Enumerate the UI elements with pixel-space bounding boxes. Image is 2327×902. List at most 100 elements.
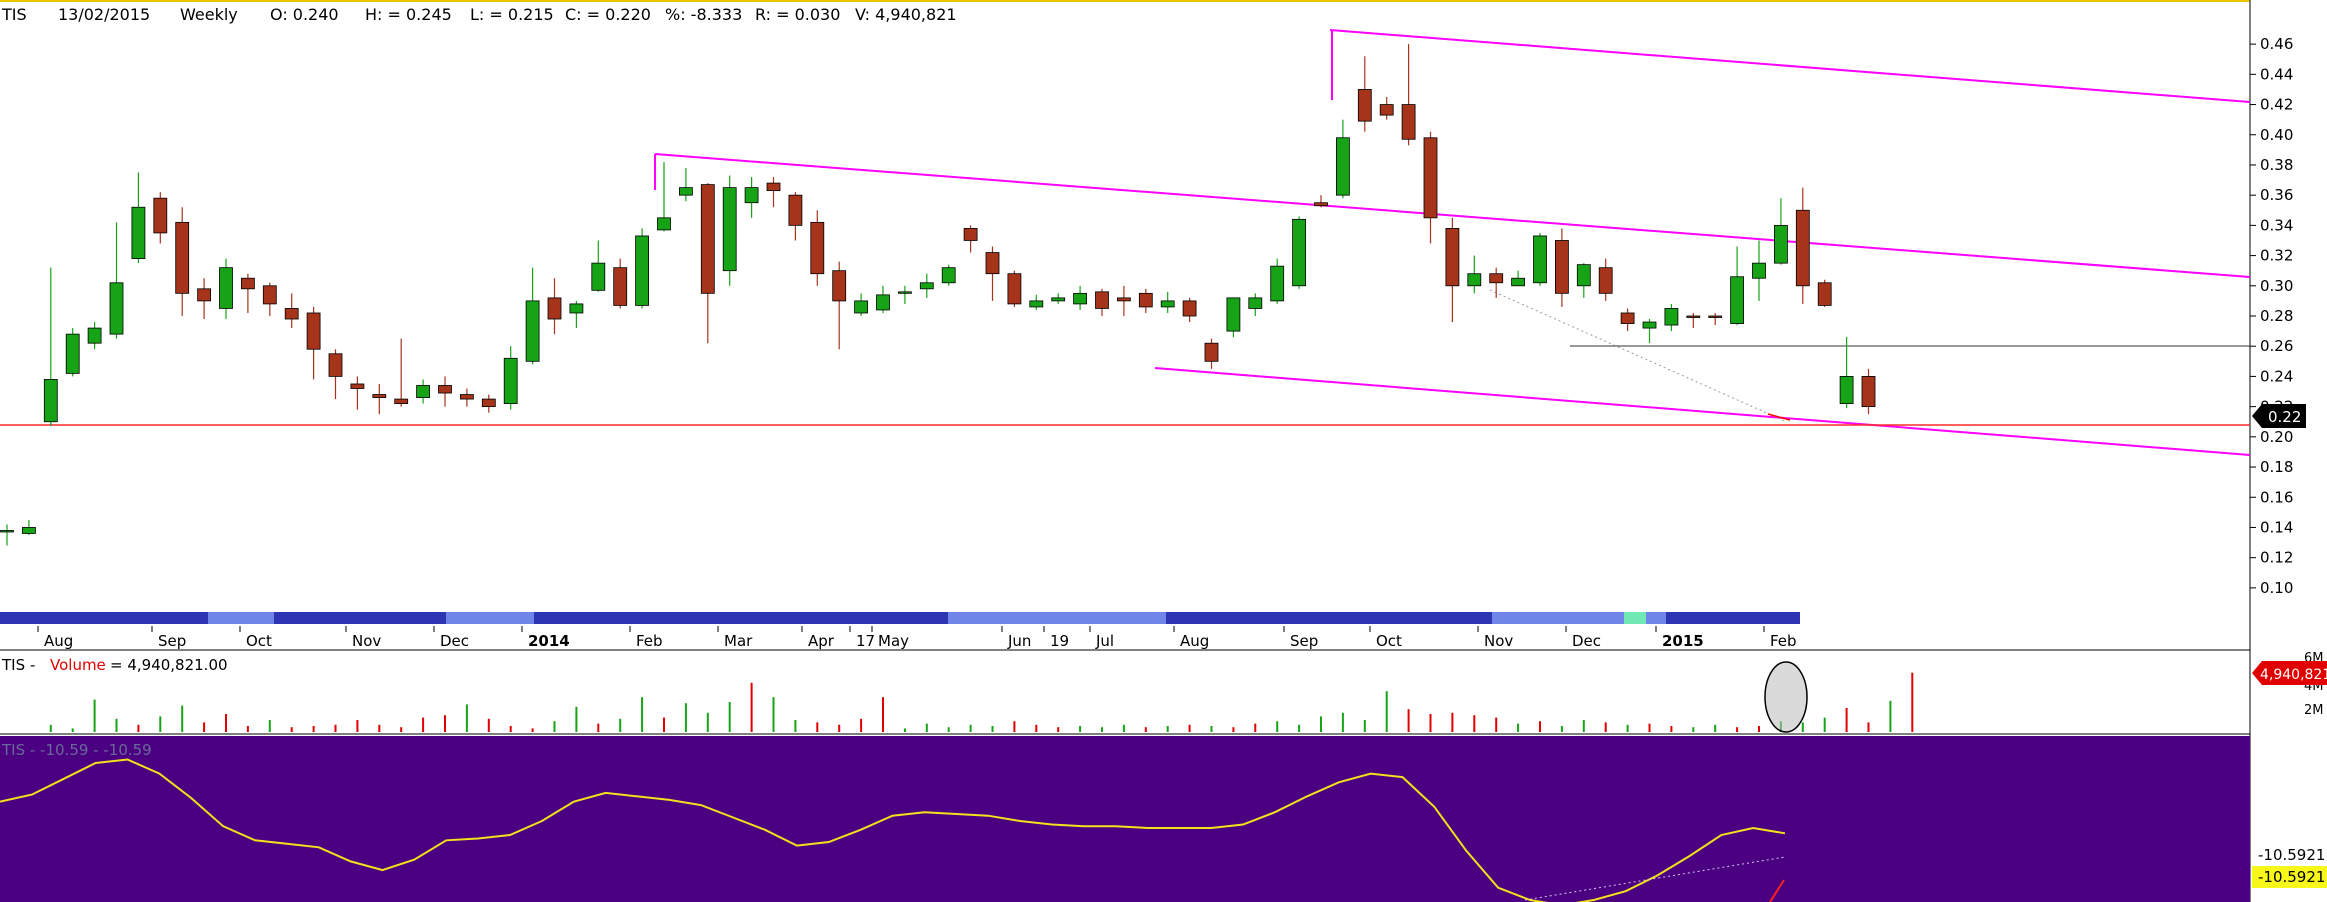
candle-body — [459, 394, 474, 400]
candle — [722, 175, 737, 286]
candle — [459, 388, 474, 407]
price-tick-label: 0.12 — [2260, 549, 2293, 567]
candle-body — [394, 398, 409, 405]
candle-body — [700, 184, 715, 294]
channel-middle-line[interactable] — [654, 153, 2251, 278]
candle-body — [284, 308, 299, 320]
candle — [1664, 303, 1679, 332]
date-band — [0, 612, 1800, 624]
candle-body — [1423, 137, 1438, 219]
price-tick-label: 0.40 — [2260, 126, 2293, 144]
last-price-badge-text: 0.22 — [2268, 408, 2301, 426]
candlestick-series — [0, 44, 1876, 546]
candle — [197, 278, 212, 320]
channel-upper-line[interactable] — [1329, 29, 2251, 103]
candle — [1117, 285, 1131, 316]
volume-bars — [49, 672, 1914, 732]
time-tick-label: Jul — [1095, 632, 1114, 650]
candle — [1555, 228, 1569, 307]
candle-body — [65, 333, 80, 374]
price-tick-label: 0.30 — [2260, 277, 2293, 295]
candle-body — [1160, 300, 1175, 308]
candle-body — [1555, 240, 1569, 294]
candle-body — [919, 282, 934, 290]
candle-body — [481, 398, 496, 408]
time-tick-label: Apr — [808, 632, 835, 650]
volume-panel-value: = 4,940,821.00 — [110, 656, 228, 674]
candle — [1817, 279, 1832, 307]
candle — [1314, 195, 1328, 208]
candle — [1533, 232, 1547, 286]
candle — [1445, 217, 1460, 323]
oscillator-badge-shape — [2252, 866, 2327, 888]
candle — [1029, 294, 1044, 310]
channel-lower-line[interactable] — [1154, 367, 2251, 456]
volume-axis-label-2m: 2M — [2304, 703, 2324, 718]
candle-body — [788, 194, 803, 226]
candle-body — [43, 379, 58, 423]
oscillator-label: TIS - -10.59 - -10.59 — [1, 741, 152, 759]
candle — [1752, 240, 1766, 301]
header-range: R: = 0.030 — [755, 5, 840, 24]
oscillator-line — [0, 758, 1786, 902]
candle-body — [219, 267, 233, 309]
candle-body — [1007, 273, 1022, 305]
candle — [898, 285, 912, 304]
candle — [1598, 258, 1613, 301]
header-date: 13/02/2015 — [58, 5, 150, 24]
time-tick-label: Mar — [724, 632, 753, 650]
candle — [1138, 288, 1153, 313]
candle-body — [1138, 292, 1153, 308]
price-tick-label: 0.10 — [2260, 579, 2293, 597]
candle-body — [503, 357, 518, 405]
candle-body — [1467, 273, 1482, 287]
price-tick-label: 0.18 — [2260, 458, 2293, 476]
date-band-seg-8 — [1492, 612, 1624, 624]
candle-body — [1095, 291, 1109, 309]
time-tick-label: Feb — [1770, 632, 1797, 650]
candle-body — [1752, 262, 1766, 279]
date-band-seg-7 — [1166, 612, 1492, 624]
time-tick-label: Sep — [158, 632, 186, 650]
candle — [481, 394, 496, 413]
candle — [503, 346, 518, 410]
candle — [240, 273, 255, 313]
price-tick-label: 0.44 — [2260, 65, 2293, 83]
candle — [635, 228, 649, 309]
candle — [547, 278, 562, 335]
candle-body — [153, 197, 168, 234]
header-symbol: TIS — [1, 5, 27, 24]
candle — [1248, 293, 1263, 316]
volume-panel-label: Volume — [50, 656, 106, 674]
candle — [613, 258, 628, 309]
candle-body — [1489, 273, 1504, 284]
candle — [1511, 270, 1525, 287]
candle-body — [525, 300, 540, 362]
price-tick-label: 0.38 — [2260, 156, 2293, 174]
candle-body — [131, 206, 146, 260]
time-tick-label: Feb — [636, 632, 663, 650]
candle-body — [898, 291, 912, 294]
time-tick-label: Aug — [44, 632, 73, 650]
candle-body — [1576, 264, 1591, 287]
dotted-trend-line[interactable] — [1489, 289, 1788, 423]
candle-body — [21, 527, 36, 534]
candle-body — [1861, 376, 1876, 408]
candle-body — [1379, 104, 1394, 116]
price-tick-label: 0.36 — [2260, 186, 2293, 204]
last-price-badge-shape — [2252, 404, 2306, 428]
candle — [1861, 368, 1876, 415]
candle — [766, 177, 781, 208]
candle-body — [175, 221, 190, 294]
candle — [1795, 187, 1810, 304]
candle-body — [1795, 209, 1810, 287]
date-band-seg-6 — [948, 612, 1166, 624]
candle — [1423, 131, 1438, 244]
candle-body — [744, 187, 759, 204]
candle — [832, 261, 847, 350]
candle — [1642, 319, 1657, 344]
candle — [1686, 312, 1701, 329]
candle — [854, 293, 868, 316]
time-tick-label: 2014 — [528, 632, 570, 650]
